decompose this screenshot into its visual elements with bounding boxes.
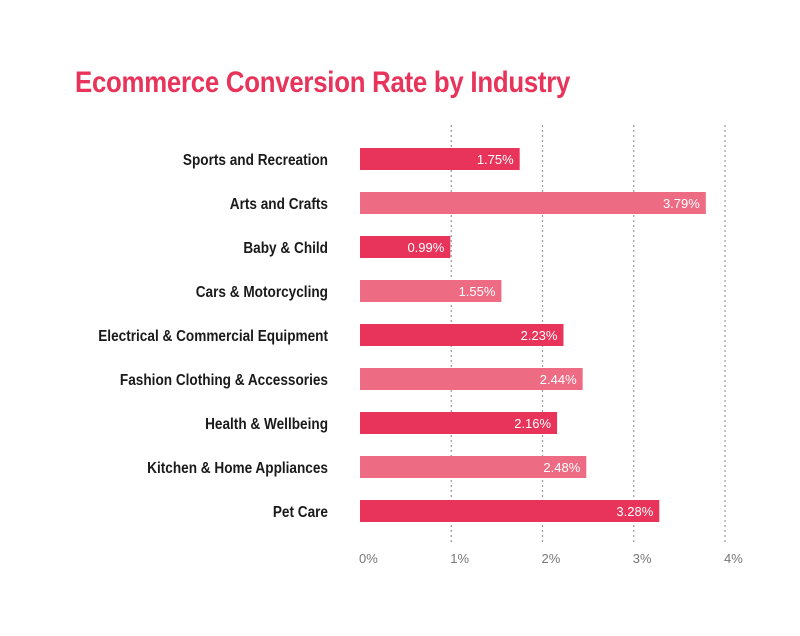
bar-value-label: 1.55%: [459, 284, 496, 299]
bar: [360, 148, 520, 170]
bar: [360, 324, 564, 346]
category-label: Baby & Child: [243, 240, 328, 257]
category-label: Kitchen & Home Appliances: [147, 460, 328, 477]
bar-value-label: 3.28%: [616, 504, 653, 519]
category-label: Pet Care: [273, 504, 328, 521]
bar-value-label: 2.44%: [540, 372, 577, 387]
bar: [360, 368, 583, 390]
category-label: Health & Wellbeing: [205, 416, 328, 433]
bar: [360, 280, 502, 302]
x-tick-label: 0%: [359, 551, 378, 566]
chart-title: Ecommerce Conversion Rate by Industry: [75, 66, 571, 99]
bar-value-label: 1.75%: [477, 152, 514, 167]
bar: [360, 456, 587, 478]
category-label: Electrical & Commercial Equipment: [98, 328, 328, 345]
category-label: Cars & Motorcycling: [196, 284, 328, 301]
bar-value-label: 2.48%: [543, 460, 580, 475]
x-tick-label: 3%: [633, 551, 652, 566]
x-tick-label: 2%: [542, 551, 561, 566]
bar: [360, 236, 451, 258]
category-label: Fashion Clothing & Accessories: [120, 372, 328, 389]
bar-value-label: 3.79%: [663, 196, 700, 211]
category-label: Sports and Recreation: [183, 152, 328, 169]
bar: [360, 500, 660, 522]
category-label: Arts and Crafts: [230, 196, 328, 213]
bar: [360, 192, 706, 214]
x-tick-label: 1%: [450, 551, 469, 566]
bar-value-label: 2.23%: [521, 328, 558, 343]
x-tick-label: 4%: [724, 551, 743, 566]
bar-value-label: 2.16%: [514, 416, 551, 431]
bar: [360, 412, 558, 434]
bar-value-label: 0.99%: [407, 240, 444, 255]
